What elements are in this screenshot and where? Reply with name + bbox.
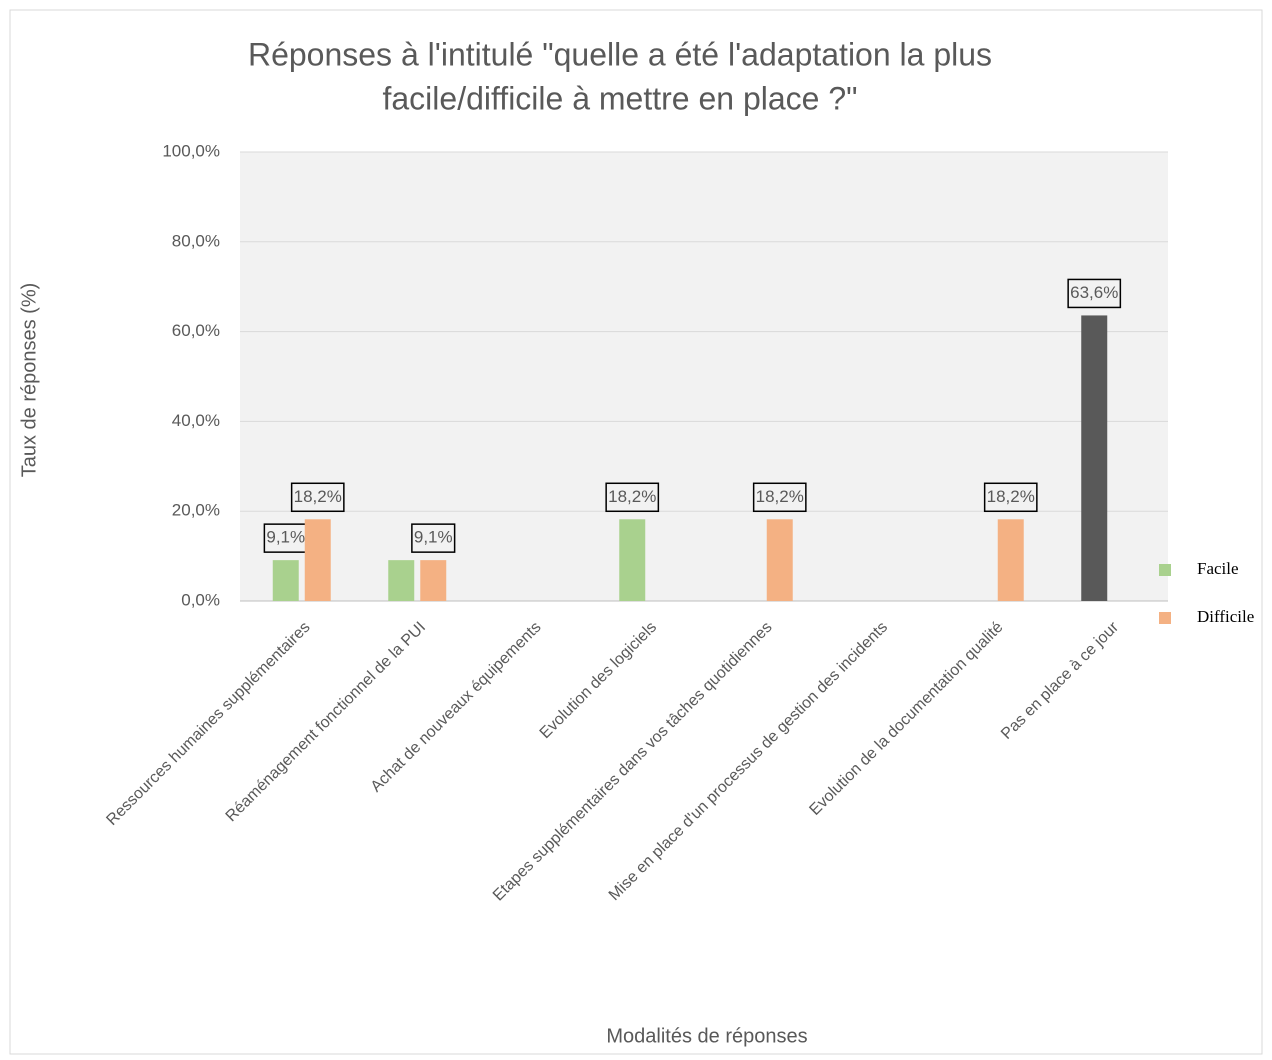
data-label: 9,1% <box>266 528 305 547</box>
chart-title: Réponses à l'intitulé "quelle a été l'ad… <box>248 36 992 72</box>
data-label: 63,6% <box>1070 283 1118 302</box>
y-tick-label: 80,0% <box>172 231 220 250</box>
y-tick-label: 40,0% <box>172 411 220 430</box>
legend-label: Facile <box>1197 559 1239 578</box>
bar <box>304 519 331 601</box>
y-tick-label: 60,0% <box>172 321 220 340</box>
bar <box>272 560 299 601</box>
y-tick-label: 100,0% <box>162 141 220 160</box>
data-label-box <box>605 482 660 513</box>
data-label-box <box>411 523 456 553</box>
bar <box>420 560 447 601</box>
bar <box>766 519 793 601</box>
data-label: 9,1% <box>414 528 453 547</box>
y-axis-title: Taux de réponses (%) <box>18 283 40 478</box>
data-label: 18,2% <box>756 487 804 506</box>
data-label: 18,2% <box>294 487 342 506</box>
y-tick-label: 20,0% <box>172 501 220 520</box>
bar <box>619 519 646 601</box>
data-label-box <box>983 482 1038 513</box>
legend-swatch <box>1159 612 1171 624</box>
legend-swatch <box>1159 564 1171 576</box>
bar <box>997 519 1024 601</box>
chart-title: facile/difficile à mettre en place ?" <box>382 80 857 116</box>
bar <box>1081 315 1108 601</box>
y-tick-label: 0,0% <box>181 590 220 609</box>
bar <box>388 560 415 601</box>
data-label-box <box>290 482 345 513</box>
data-label: 18,2% <box>987 487 1035 506</box>
data-label: 18,2% <box>608 487 656 506</box>
x-axis-title: Modalités de réponses <box>606 1025 807 1047</box>
legend-label: Difficile <box>1197 607 1254 626</box>
data-label-box <box>752 482 807 513</box>
plot-area <box>240 152 1168 601</box>
data-label-box <box>1067 278 1122 309</box>
